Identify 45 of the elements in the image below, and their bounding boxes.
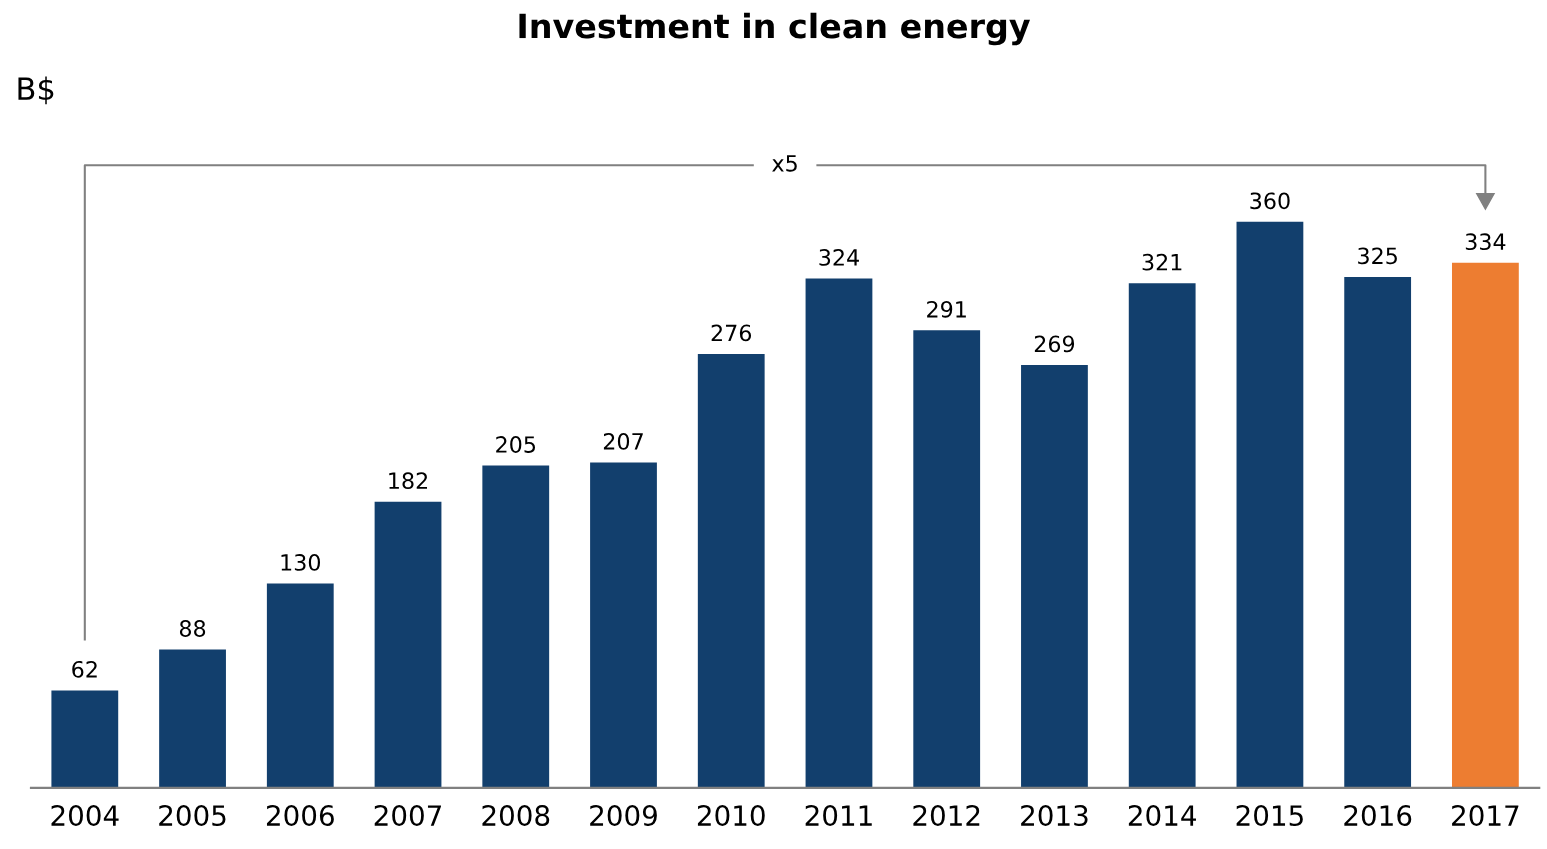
x-tick-label: 2012	[913, 805, 980, 827]
bar	[913, 330, 981, 788]
bar	[482, 465, 550, 788]
data-label: 130	[281, 554, 321, 571]
data-label: 321	[1142, 253, 1182, 271]
x-tick-label: 2005	[159, 805, 226, 827]
bar	[1452, 262, 1519, 788]
text: B$	[18, 76, 54, 105]
bar	[590, 462, 657, 788]
bar	[1344, 276, 1412, 788]
x-tick-label: 2010	[697, 805, 765, 827]
data-label: 334	[1465, 233, 1506, 251]
bar	[1021, 364, 1088, 788]
data-label: 360	[1250, 192, 1290, 210]
data-label: 205	[496, 436, 536, 453]
data-label: 207	[603, 432, 643, 450]
x-tick-label: 2008	[482, 805, 550, 827]
x-tick-label: 2007	[374, 805, 441, 827]
x-tick-label: 2011	[805, 805, 872, 827]
bar	[266, 583, 334, 788]
text: x5	[772, 155, 797, 172]
data-label: 325	[1358, 247, 1397, 265]
bar	[374, 501, 442, 788]
data-label: 276	[711, 324, 752, 342]
data-label: 269	[1034, 335, 1075, 353]
x-tick-label: 2017	[1452, 805, 1519, 827]
bar	[159, 649, 226, 788]
data-label: 324	[819, 249, 859, 266]
x-tick-label: 2016	[1344, 805, 1412, 827]
bar	[697, 353, 765, 788]
data-label: 62	[72, 660, 97, 678]
data-label: 182	[389, 472, 427, 490]
bar	[805, 278, 873, 788]
x-tick-label: 2006	[266, 805, 334, 827]
x-tick-label: 2013	[1021, 805, 1088, 827]
chart-title: Investment in clean energy	[519, 12, 1030, 46]
x-tick-label: 2009	[590, 805, 657, 827]
data-label: 291	[927, 300, 966, 318]
bar	[51, 690, 119, 788]
x-tick-label: 2015	[1236, 805, 1303, 827]
bar	[1128, 283, 1196, 788]
x-tick-label: 2014	[1128, 805, 1196, 827]
bar	[1236, 221, 1304, 788]
x-tick-label: 2004	[51, 805, 119, 827]
data-label: 88	[179, 620, 206, 637]
